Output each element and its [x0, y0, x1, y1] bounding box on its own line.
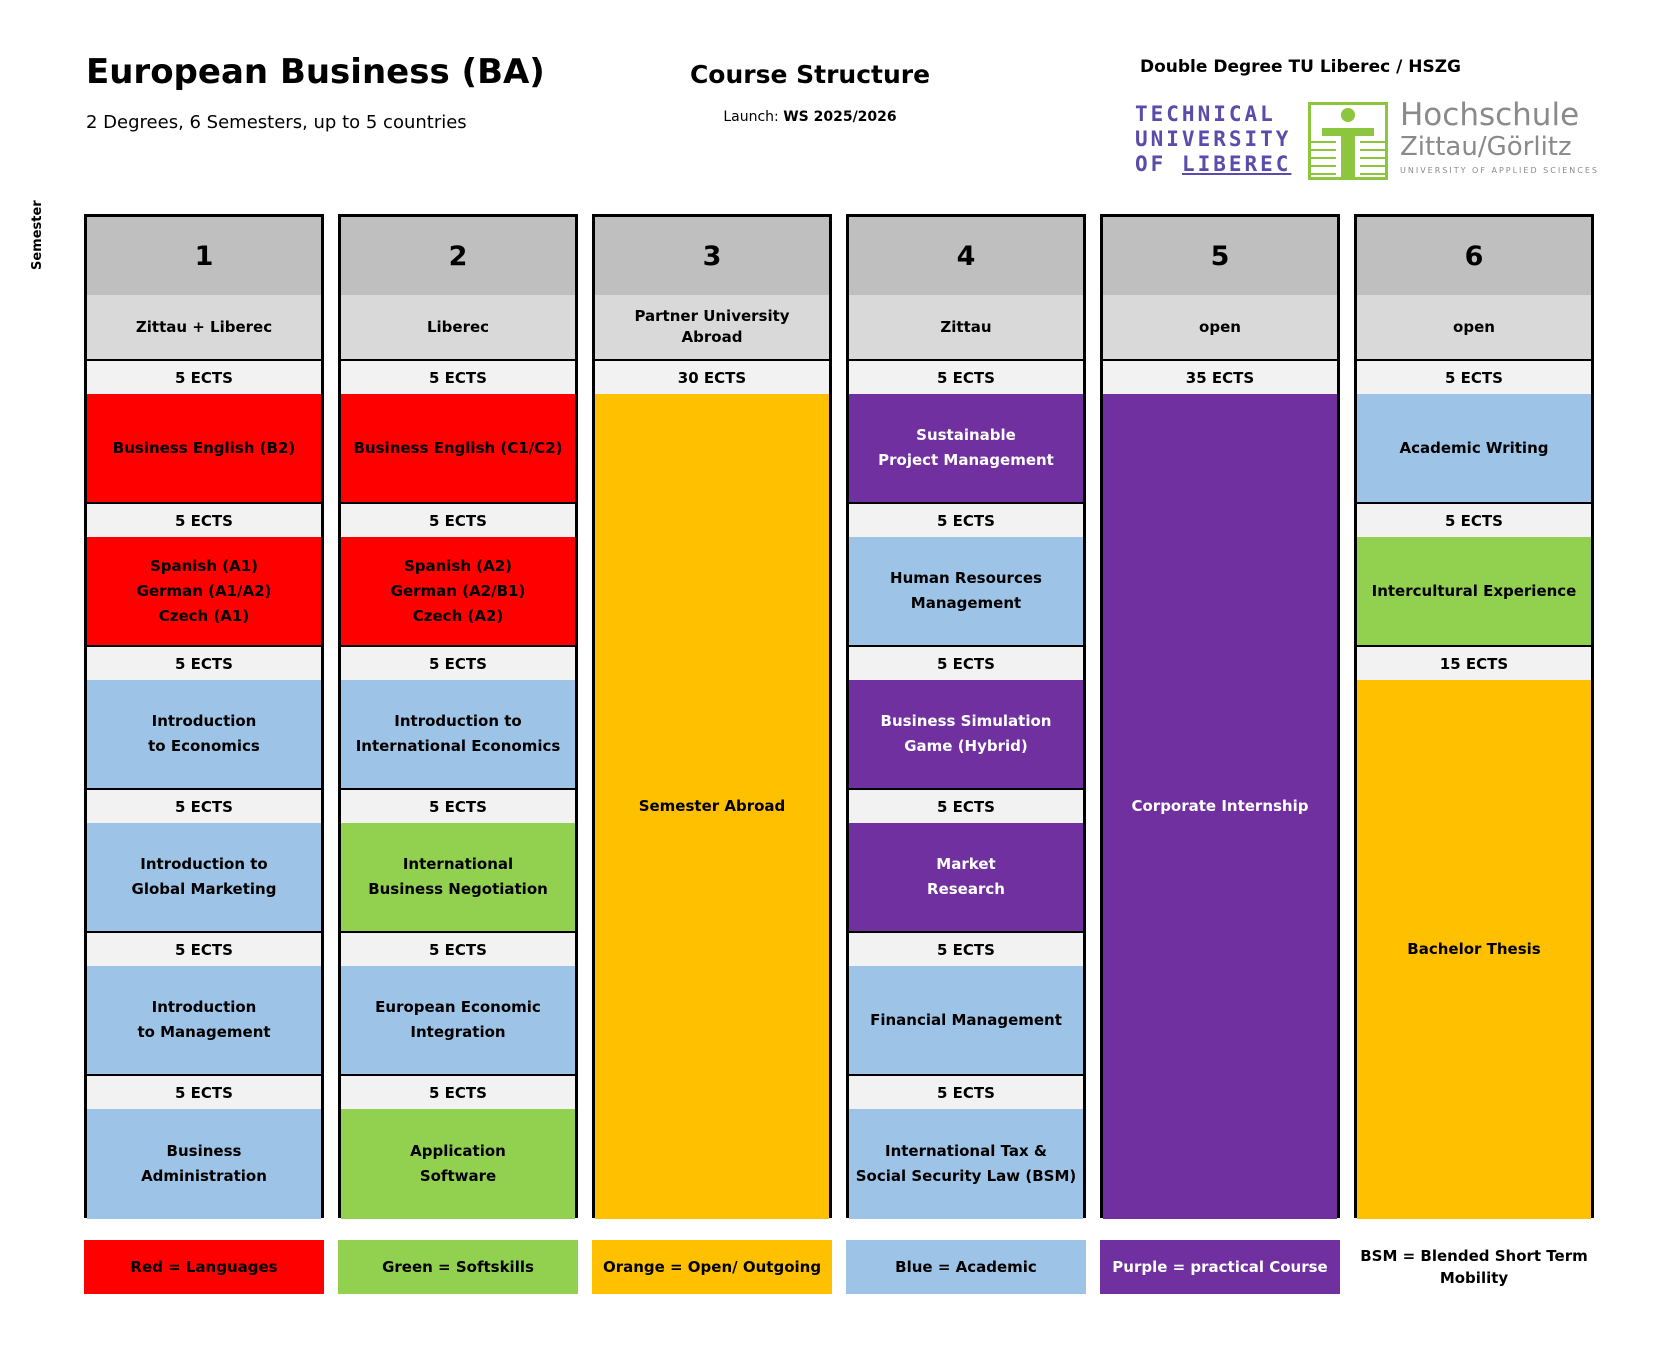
- module-block: Financial Management: [849, 966, 1083, 1076]
- hszg-emblem-icon: [1308, 102, 1388, 180]
- semester-axis-label: Semester: [30, 200, 45, 270]
- semester-column-5: 5 open 35 ECTS Corporate Internship: [1100, 214, 1340, 1219]
- semester-column-2: 2 Liberec 5 ECTS Business English (C1/C2) 5 …: [338, 214, 578, 1219]
- double-degree-label: Double Degree TU Liberec / HSZG: [1140, 57, 1461, 77]
- module-block: Application Software: [341, 1109, 575, 1219]
- ects-label: 5 ECTS: [341, 504, 575, 537]
- legend-item: Green = Softskills: [338, 1240, 578, 1294]
- semester-location: open: [1357, 295, 1591, 361]
- module-block: Intercultural Experience: [1357, 537, 1591, 647]
- tu-liberec-logo: TECHNICAL UNIVERSITY OF LIBEREC: [1135, 102, 1291, 177]
- module-block: European Economic Integration: [341, 966, 575, 1076]
- legend-item: BSM = Blended Short Term Mobility: [1354, 1240, 1594, 1294]
- ects-label: 5 ECTS: [87, 933, 321, 966]
- semester-number: 1: [87, 217, 321, 295]
- launch-label: Launch:: [723, 109, 784, 125]
- module-block: Bachelor Thesis: [1357, 680, 1591, 1219]
- semester-location: Partner University Abroad: [595, 295, 829, 361]
- semester-location: Zittau: [849, 295, 1083, 361]
- tul-logo-line3: OF LIBEREC: [1135, 152, 1292, 176]
- semester-location: open: [1103, 295, 1337, 361]
- module-block: Sustainable Project Management: [849, 394, 1083, 504]
- semester-location: Liberec: [341, 295, 575, 361]
- ects-label: 5 ECTS: [87, 504, 321, 537]
- ects-label: 5 ECTS: [341, 1076, 575, 1109]
- ects-label: 5 ECTS: [341, 790, 575, 823]
- module-block: Introduction to Economics: [87, 680, 321, 790]
- semester-number: 3: [595, 217, 829, 295]
- tul-logo-line2: UNIVERSITY: [1135, 127, 1292, 151]
- legend-item: Purple = practical Course: [1100, 1240, 1340, 1294]
- launch-info: Launch: WS 2025/2026: [640, 109, 980, 125]
- ects-label: 15 ECTS: [1357, 647, 1591, 680]
- ects-label: 5 ECTS: [87, 1076, 321, 1109]
- module-block: Market Research: [849, 823, 1083, 933]
- semester-number: 4: [849, 217, 1083, 295]
- ects-label: 5 ECTS: [87, 647, 321, 680]
- semester-column-6: 6 open 5 ECTS Academic Writing 5 ECTS Intercu…: [1354, 214, 1594, 1219]
- module-block: Semester Abroad: [595, 394, 829, 1219]
- legend-item: Red = Languages: [84, 1240, 324, 1294]
- ects-label: 30 ECTS: [595, 361, 829, 394]
- module-block: Corporate Internship: [1103, 394, 1337, 1219]
- hszg-logo-text: Hochschule Zittau/Görlitz UNIVERSITY OF …: [1400, 98, 1599, 175]
- semester-location: Zittau + Liberec: [87, 295, 321, 361]
- module-block: Introduction to Management: [87, 966, 321, 1076]
- module-block: Spanish (A1) German (A1/A2) Czech (A1): [87, 537, 321, 647]
- ects-label: 5 ECTS: [849, 933, 1083, 966]
- semester-column-1: 1 Zittau + Liberec 5 ECTS Business English …: [84, 214, 324, 1219]
- launch-value: WS 2025/2026: [783, 109, 897, 125]
- legend-item: Blue = Academic: [846, 1240, 1086, 1294]
- ects-label: 5 ECTS: [87, 790, 321, 823]
- ects-label: 35 ECTS: [1103, 361, 1337, 394]
- semester-number: 2: [341, 217, 575, 295]
- hszg-logo-line1: Hochschule: [1400, 97, 1580, 133]
- module-block: Human Resources Management: [849, 537, 1083, 647]
- ects-label: 5 ECTS: [849, 361, 1083, 394]
- page-subtitle: 2 Degrees, 6 Semesters, up to 5 countrie…: [86, 112, 467, 133]
- module-block: Spanish (A2) German (A2/B1) Czech (A2): [341, 537, 575, 647]
- ects-label: 5 ECTS: [341, 647, 575, 680]
- module-block: Business Administration: [87, 1109, 321, 1219]
- page-title: European Business (BA): [86, 52, 545, 92]
- ects-label: 5 ECTS: [849, 647, 1083, 680]
- ects-label: 5 ECTS: [849, 790, 1083, 823]
- module-block: Business Simulation Game (Hybrid): [849, 680, 1083, 790]
- semester-number: 5: [1103, 217, 1337, 295]
- ects-label: 5 ECTS: [341, 933, 575, 966]
- ects-label: 5 ECTS: [87, 361, 321, 394]
- course-structure-heading: Course Structure: [689, 60, 931, 89]
- semester-column-3: 3 Partner University Abroad 30 ECTS Semester…: [592, 214, 832, 1219]
- ects-label: 5 ECTS: [341, 361, 575, 394]
- hszg-logo-line2: Zittau/Görlitz: [1400, 132, 1572, 162]
- tul-logo-line1: TECHNICAL: [1135, 102, 1276, 126]
- module-block: Business English (B2): [87, 394, 321, 504]
- ects-label: 5 ECTS: [849, 1076, 1083, 1109]
- ects-label: 5 ECTS: [1357, 504, 1591, 537]
- ects-label: 5 ECTS: [849, 504, 1083, 537]
- module-block: Academic Writing: [1357, 394, 1591, 504]
- module-block: Introduction to Global Marketing: [87, 823, 321, 933]
- module-block: Business English (C1/C2): [341, 394, 575, 504]
- semester-column-4: 4 Zittau 5 ECTS Sustainable Project Manageme…: [846, 214, 1086, 1219]
- module-block: Introduction to International Economics: [341, 680, 575, 790]
- semester-number: 6: [1357, 217, 1591, 295]
- legend-item: Orange = Open/ Outgoing: [592, 1240, 832, 1294]
- module-block: International Business Negotiation: [341, 823, 575, 933]
- hszg-logo-line3: UNIVERSITY OF APPLIED SCIENCES: [1400, 166, 1599, 175]
- ects-label: 5 ECTS: [1357, 361, 1591, 394]
- module-block: International Tax & Social Security Law (…: [849, 1109, 1083, 1219]
